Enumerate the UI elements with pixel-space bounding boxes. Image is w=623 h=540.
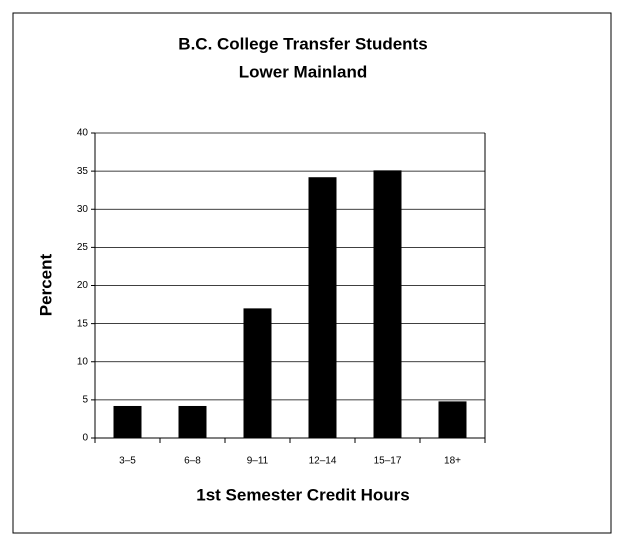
bar [243, 308, 272, 438]
y-tick-label: 10 [77, 356, 89, 367]
bar [438, 401, 467, 438]
bar [113, 405, 142, 438]
x-tick-label: 15–17 [374, 456, 402, 467]
y-tick-label: 0 [82, 433, 88, 444]
y-tick-label: 20 [77, 280, 89, 291]
y-tick-label: 15 [77, 318, 89, 329]
y-tick-label: 5 [82, 395, 88, 406]
x-tick-label: 18+ [444, 456, 461, 467]
chart-title: B.C. College Transfer Students [178, 34, 427, 53]
bar [178, 405, 207, 438]
bar [373, 170, 402, 439]
x-tick-label: 3–5 [119, 456, 136, 467]
x-axis-title: 1st Semester Credit Hours [196, 485, 410, 504]
y-axis-title: Percent [36, 253, 55, 316]
y-tick-label: 35 [77, 166, 89, 177]
y-tick-label: 40 [77, 128, 89, 139]
x-tick-label: 9–11 [247, 456, 269, 467]
y-tick-label: 30 [77, 204, 89, 215]
chart-title: Lower Mainland [239, 62, 367, 81]
x-tick-label: 12–14 [309, 456, 337, 467]
bar [308, 177, 337, 438]
x-tick-label: 6–8 [184, 456, 201, 467]
y-tick-label: 25 [77, 242, 89, 253]
